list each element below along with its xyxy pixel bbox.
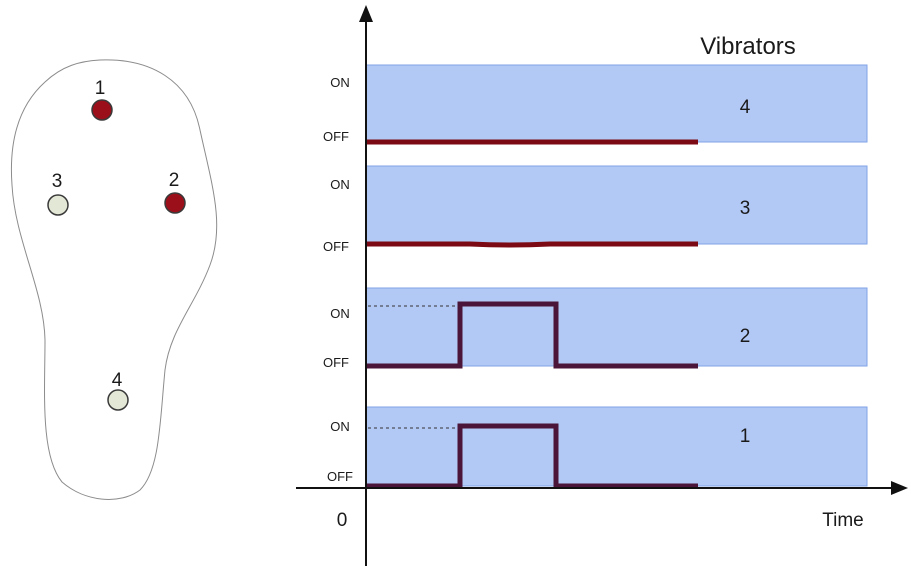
x-axis-arrow <box>891 481 908 495</box>
y-axis-arrow <box>359 5 373 22</box>
signals <box>366 139 698 489</box>
origin-label: 0 <box>337 510 348 531</box>
channel-3-off-label: OFF <box>323 239 349 254</box>
channel-bands <box>365 64 868 487</box>
channel-2-signal-pulse <box>366 301 698 369</box>
channel-1-band <box>365 406 868 487</box>
foot-outline <box>10 59 218 500</box>
channel-2-label: 2 <box>740 326 751 347</box>
channel-1-signal-pulse <box>366 423 698 489</box>
channel-4-off-label: OFF <box>323 129 349 144</box>
channel-3-signal-off <box>366 241 698 248</box>
channel-1-on-label: ON <box>330 419 350 434</box>
channel-4-band <box>365 64 868 143</box>
channel-3-label: 3 <box>740 198 751 219</box>
channel-4-label: 4 <box>740 97 751 118</box>
sensor-1-label: 1 <box>95 78 106 99</box>
sensor-1-dot <box>91 99 113 121</box>
sensor-3-label: 3 <box>52 171 63 192</box>
diagram-title: Vibrators <box>700 33 796 60</box>
sensor-2-label: 2 <box>169 170 180 191</box>
channel-1-off-label: OFF <box>327 469 353 484</box>
channel-3-band <box>365 165 868 245</box>
sensor-4-dot <box>107 389 129 411</box>
channel-2-off-label: OFF <box>323 355 349 370</box>
foot-panel: 1 2 3 4 <box>10 59 218 500</box>
sensor-3-dot <box>47 194 69 216</box>
channel-2-band <box>365 287 868 367</box>
channel-1-label: 1 <box>740 426 751 447</box>
sensor-4-label: 4 <box>112 370 123 391</box>
channel-2-on-label: ON <box>330 306 350 321</box>
channel-3-on-label: ON <box>330 177 350 192</box>
x-axis-label: Time <box>822 510 864 531</box>
sensor-2-dot <box>164 192 186 214</box>
axes <box>296 5 908 566</box>
channel-4-on-label: ON <box>330 75 350 90</box>
